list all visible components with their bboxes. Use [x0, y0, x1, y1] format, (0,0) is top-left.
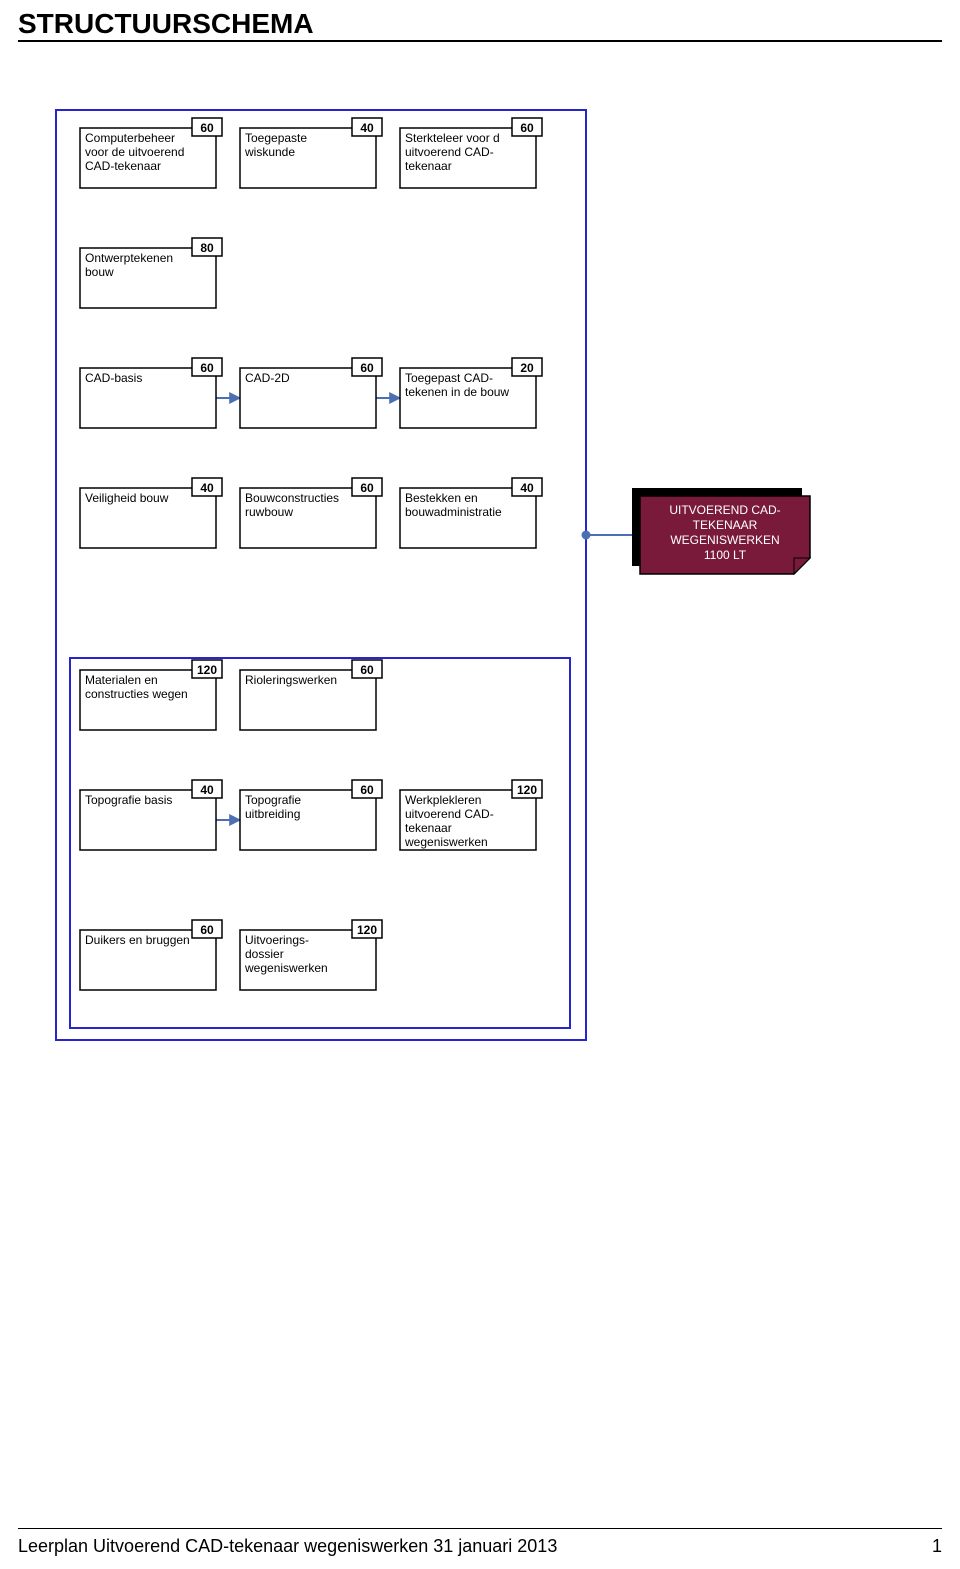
badge-value: 120: [517, 783, 537, 797]
module-box: 120 Werkpleklerenuitvoerend CAD-tekenaarw…: [400, 780, 542, 850]
module-box: 40 Topografie basis: [80, 780, 222, 850]
module-label: voor de uitvoerend: [85, 145, 184, 159]
module-label: Uitvoerings-: [245, 933, 309, 947]
badge-value: 40: [200, 783, 214, 797]
output-label: WEGENISWERKEN: [670, 533, 779, 547]
module-label: Toegepaste: [245, 131, 307, 145]
module-label: CAD-tekenaar: [85, 159, 161, 173]
module-label: Werkplekleren: [405, 793, 481, 807]
module-label: wegeniswerken: [404, 835, 488, 849]
module-box: 40 Bestekken enbouwadministratie: [400, 478, 542, 548]
footer: Leerplan Uitvoerend CAD-tekenaar wegenis…: [18, 1536, 942, 1557]
module-label: Materialen en: [85, 673, 158, 687]
badge-value: 120: [357, 923, 377, 937]
badge-value: 40: [520, 481, 534, 495]
module-label: Duikers en bruggen: [85, 933, 190, 947]
module-label: Topografie: [245, 793, 301, 807]
badge-value: 60: [360, 663, 374, 677]
badge-value: 40: [360, 121, 374, 135]
badge-value: 60: [360, 361, 374, 375]
diagram-canvas: 60 Computerbeheervoor de uitvoerendCAD-te…: [0, 60, 960, 1160]
module-label: dossier: [245, 947, 284, 961]
badge-value: 60: [200, 361, 214, 375]
module-box: 80 Ontwerptekenenbouw: [80, 238, 222, 308]
module-label: Topografie basis: [85, 793, 172, 807]
page-title: STRUCTUURSCHEMA: [18, 8, 314, 40]
module-label: Veiligheid bouw: [85, 491, 169, 505]
module-label: bouw: [85, 265, 114, 279]
badge-value: 120: [197, 663, 217, 677]
module-label: CAD-2D: [245, 371, 290, 385]
badge-value: 20: [520, 361, 534, 375]
module-box: 60 Computerbeheervoor de uitvoerendCAD-te…: [80, 118, 222, 188]
badge-value: 60: [360, 783, 374, 797]
module-box: 60 Sterkteleer voor duitvoerend CAD-teken…: [400, 118, 542, 188]
module-box: 60 Topografieuitbreiding: [240, 780, 382, 850]
module-box: 40 Toegepastewiskunde: [240, 118, 382, 188]
badge-value: 60: [200, 121, 214, 135]
module-label: Sterkteleer voor d: [405, 131, 500, 145]
module-label: wiskunde: [244, 145, 295, 159]
module-box: 60 CAD-basis: [80, 358, 222, 428]
module-box: 60 CAD-2D: [240, 358, 382, 428]
badge-value: 40: [200, 481, 214, 495]
module-label: Bestekken en: [405, 491, 478, 505]
output-label: UITVOEREND CAD-: [669, 503, 780, 517]
footer-page-number: 1: [932, 1536, 942, 1557]
module-label: tekenaar: [405, 159, 452, 173]
badge-value: 60: [360, 481, 374, 495]
module-label: bouwadministratie: [405, 505, 502, 519]
output-label: TEKENAAR: [693, 518, 758, 532]
module-label: ruwbouw: [245, 505, 293, 519]
module-label: Bouwconstructies: [245, 491, 339, 505]
module-label: Rioleringswerken: [245, 673, 337, 687]
module-label: Computerbeheer: [85, 131, 175, 145]
output-label: 1100 LT: [704, 548, 747, 562]
module-label: Toegepast CAD-: [405, 371, 493, 385]
footer-text: Leerplan Uitvoerend CAD-tekenaar wegenis…: [18, 1536, 557, 1556]
output-fold: [794, 558, 810, 574]
title-rule: [18, 40, 942, 42]
module-label: tekenen in de bouw: [405, 385, 509, 399]
module-box: 20 Toegepast CAD-tekenen in de bouw: [400, 358, 542, 428]
badge-value: 60: [200, 923, 214, 937]
module-box: 60 Duikers en bruggen: [80, 920, 222, 990]
module-box: 60 Bouwconstructiesruwbouw: [240, 478, 382, 548]
module-label: uitvoerend CAD-: [405, 807, 494, 821]
module-label: wegeniswerken: [244, 961, 328, 975]
module-box: 60 Rioleringswerken: [240, 660, 382, 730]
badge-value: 60: [520, 121, 534, 135]
module-label: Ontwerptekenen: [85, 251, 173, 265]
module-label: uitvoerend CAD-: [405, 145, 494, 159]
badge-value: 80: [200, 241, 214, 255]
module-box: 120 Materialen enconstructies wegen: [80, 660, 222, 730]
module-box: 40 Veiligheid bouw: [80, 478, 222, 548]
module-label: tekenaar: [405, 821, 452, 835]
module-label: constructies wegen: [85, 687, 188, 701]
module-label: uitbreiding: [245, 807, 300, 821]
module-label: CAD-basis: [85, 371, 142, 385]
footer-rule: [18, 1528, 942, 1529]
module-box: 120 Uitvoerings-dossierwegeniswerken: [240, 920, 382, 990]
